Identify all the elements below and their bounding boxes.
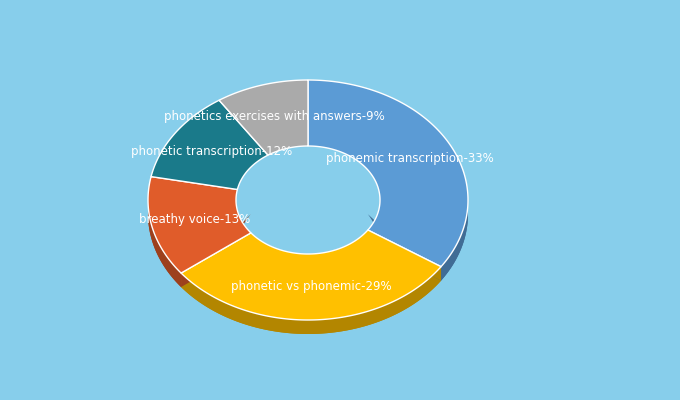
Polygon shape bbox=[181, 233, 251, 287]
Polygon shape bbox=[181, 230, 441, 320]
Polygon shape bbox=[368, 230, 441, 281]
Polygon shape bbox=[181, 233, 251, 287]
Text: phonetic transcription-12%: phonetic transcription-12% bbox=[131, 145, 292, 158]
Polygon shape bbox=[148, 200, 181, 287]
Polygon shape bbox=[251, 230, 368, 268]
Text: phonemic transcription-33%: phonemic transcription-33% bbox=[326, 152, 494, 166]
Text: phonetics exercises with answers-9%: phonetics exercises with answers-9% bbox=[164, 110, 385, 123]
Polygon shape bbox=[368, 230, 441, 281]
Polygon shape bbox=[148, 214, 251, 287]
Polygon shape bbox=[368, 214, 468, 281]
Text: breathy voice-13%: breathy voice-13% bbox=[139, 213, 251, 226]
Polygon shape bbox=[441, 200, 468, 281]
Polygon shape bbox=[151, 100, 268, 190]
Text: phonetic vs phonemic-29%: phonetic vs phonemic-29% bbox=[231, 280, 392, 294]
Polygon shape bbox=[368, 200, 380, 244]
Polygon shape bbox=[181, 244, 441, 334]
Polygon shape bbox=[236, 200, 251, 247]
Polygon shape bbox=[219, 80, 308, 155]
Polygon shape bbox=[308, 80, 468, 267]
Polygon shape bbox=[181, 267, 441, 334]
Polygon shape bbox=[148, 176, 251, 273]
